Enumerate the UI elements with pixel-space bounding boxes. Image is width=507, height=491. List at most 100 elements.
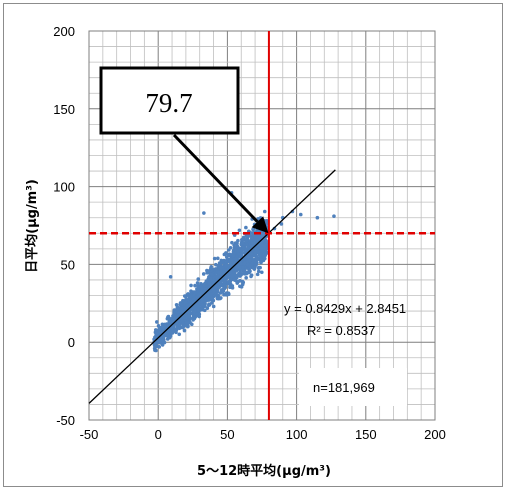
data-point [200, 286, 205, 291]
data-point [262, 256, 267, 261]
data-point [251, 259, 255, 263]
data-point [215, 296, 220, 300]
data-point [198, 307, 203, 312]
data-point [161, 337, 166, 342]
y-tick-label: 150 [53, 102, 75, 117]
scatter-chart: -50 0 50 100 150 200 -50 0 50 100 150 200 y = 0.842… [24, 24, 446, 479]
callout: 79.7 [99, 66, 269, 234]
x-tick-label: -50 [80, 427, 99, 442]
trend-line [88, 169, 336, 404]
data-point [224, 275, 228, 279]
data-point [259, 246, 264, 250]
data-point [201, 272, 206, 276]
data-point [175, 326, 180, 330]
data-point [239, 248, 244, 253]
x-tick-label: 100 [286, 427, 308, 442]
data-point [251, 266, 255, 270]
data-point [185, 323, 189, 328]
y-tick-label: 100 [53, 180, 75, 195]
data-point [242, 270, 246, 274]
data-point [256, 250, 261, 254]
data-point [212, 256, 217, 261]
data-point [234, 273, 238, 277]
data-point [220, 289, 225, 294]
x-tick-label: 150 [355, 427, 377, 442]
data-point [246, 245, 251, 250]
data-point [236, 238, 240, 243]
y-tick-label: -50 [56, 413, 75, 428]
data-point [175, 307, 180, 312]
data-point [189, 283, 193, 288]
data-point [238, 278, 242, 283]
data-point [165, 337, 170, 341]
data-point [169, 326, 174, 330]
data-point [255, 272, 260, 277]
data-point [209, 276, 213, 281]
data-point [248, 263, 253, 268]
data-point [279, 222, 284, 226]
data-point [182, 328, 187, 333]
data-point [235, 281, 240, 285]
data-point [199, 290, 204, 295]
data-point [250, 244, 254, 248]
data-point [236, 249, 241, 254]
data-point [251, 227, 256, 232]
data-point [257, 253, 262, 258]
data-point [226, 292, 231, 297]
equation-label: y = 0.8429x + 2.8451 [284, 301, 406, 316]
data-point [204, 279, 209, 283]
data-point [179, 301, 184, 306]
plot-border [88, 30, 436, 421]
data-point [222, 292, 226, 297]
data-point [242, 261, 247, 266]
data-point [221, 259, 226, 263]
y-tick-label: 200 [53, 24, 75, 39]
data-point [230, 273, 234, 278]
data-point [213, 292, 218, 297]
data-point [210, 296, 215, 301]
data-point [260, 270, 264, 275]
data-point [221, 286, 226, 291]
data-point [186, 292, 190, 296]
data-point [235, 244, 240, 249]
n-label: n=181,969 [313, 380, 375, 395]
data-point [166, 314, 171, 319]
data-point [232, 277, 237, 282]
y-tick-label: 50 [61, 257, 75, 272]
data-point [197, 314, 202, 319]
chart-frame: -50 0 50 100 150 200 -50 0 50 100 150 200 y = 0.842… [3, 3, 503, 487]
data-point [332, 214, 336, 218]
data-point [241, 265, 245, 270]
data-point [256, 269, 261, 274]
data-point [193, 283, 197, 288]
data-point [258, 236, 262, 241]
data-point [168, 275, 173, 279]
x-tick-label: 200 [424, 427, 446, 442]
data-point [215, 288, 220, 292]
data-point [264, 239, 268, 244]
data-point [254, 247, 259, 252]
data-point [259, 260, 263, 265]
tick-labels: -50 0 50 100 150 200 -50 0 50 100 150 200 [53, 24, 446, 442]
data-point [228, 263, 233, 267]
data-point [227, 257, 232, 262]
data-point [204, 298, 208, 302]
callout-arrowhead [251, 216, 269, 234]
data-point [244, 225, 248, 230]
data-point [298, 212, 303, 217]
data-point [200, 302, 205, 307]
data-point [255, 257, 260, 262]
data-point [263, 253, 268, 258]
data-point [240, 282, 245, 287]
data-point [161, 326, 165, 330]
data-point [185, 320, 190, 325]
data-point [246, 255, 250, 260]
data-point [255, 235, 259, 239]
data-point [200, 297, 204, 301]
data-point [189, 295, 193, 299]
data-point [215, 277, 220, 281]
data-point [155, 331, 160, 336]
data-point [228, 245, 233, 250]
data-point [202, 211, 206, 215]
callout-arrow [172, 133, 259, 223]
